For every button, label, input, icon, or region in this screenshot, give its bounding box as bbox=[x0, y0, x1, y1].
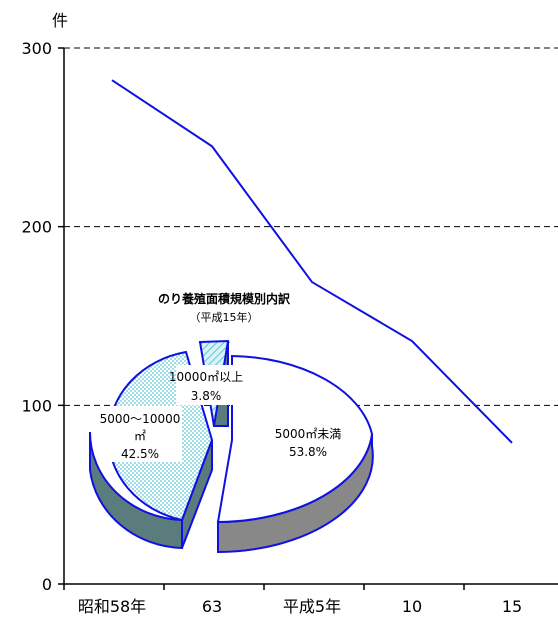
label-medium-name-1: 5000～10000 bbox=[100, 412, 181, 426]
x-tick-label: 平成5年 bbox=[283, 597, 341, 616]
y-tick-label: 200 bbox=[21, 218, 52, 237]
label-medium-percent: 42.5% bbox=[121, 447, 159, 461]
y-tick-label: 300 bbox=[21, 39, 52, 58]
x-tick-label: 63 bbox=[202, 597, 222, 616]
pie-slice-small bbox=[216, 354, 374, 554]
x-tick-label: 昭和58年 bbox=[78, 597, 146, 616]
label-medium-name-2: ㎡ bbox=[134, 429, 146, 443]
label-box-large bbox=[176, 365, 238, 405]
x-tick-label: 10 bbox=[402, 597, 422, 616]
pie-chart: のり養殖面積規模別内訳 （平成15年） 10000㎡以上 3.8% 5000～1… bbox=[88, 291, 374, 554]
label-small-percent: 53.8% bbox=[289, 445, 327, 459]
y-tick-labels: 0 100 200 300 bbox=[21, 39, 64, 594]
x-tick-labels: 昭和58年 63 平成5年 10 15 bbox=[63, 584, 522, 616]
gridlines bbox=[64, 47, 558, 406]
x-tick-label: 15 bbox=[502, 597, 522, 616]
pie-subtitle: （平成15年） bbox=[190, 310, 259, 324]
series-line bbox=[111, 79, 513, 444]
pie-title: のり養殖面積規模別内訳 bbox=[158, 291, 291, 306]
label-large-percent: 3.8% bbox=[191, 389, 222, 403]
label-box-medium bbox=[106, 406, 182, 462]
y-tick-label: 100 bbox=[21, 396, 52, 415]
label-large-name: 10000㎡以上 bbox=[169, 370, 243, 384]
axes bbox=[63, 48, 558, 585]
y-unit-label: 件 bbox=[52, 11, 68, 30]
label-small-name: 5000㎡未満 bbox=[275, 427, 342, 441]
y-tick-label: 0 bbox=[42, 575, 52, 594]
